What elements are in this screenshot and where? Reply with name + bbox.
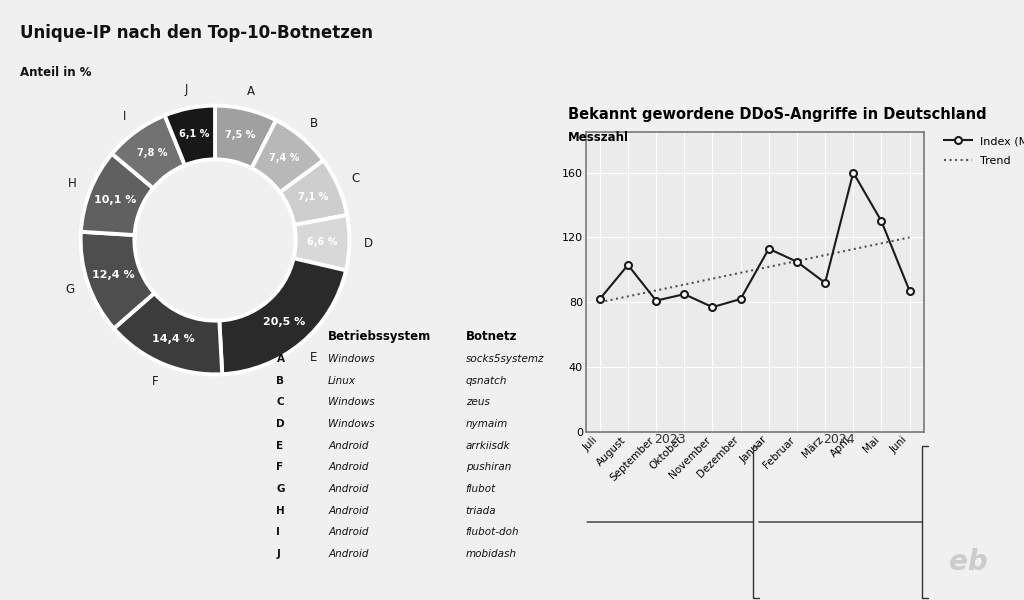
Text: pushiran: pushiran <box>466 462 511 472</box>
Line: Index (Messzahl): Index (Messzahl) <box>596 169 913 311</box>
Index (Messzahl) <box>903 287 915 295</box>
Text: nymaim: nymaim <box>466 419 508 429</box>
Text: 20,5 %: 20,5 % <box>263 317 305 328</box>
Text: C: C <box>276 397 284 407</box>
Index (Messzahl) <box>650 297 663 304</box>
Wedge shape <box>114 293 222 374</box>
Text: Bekannt gewordene DDoS-Angriffe in Deutschland: Bekannt gewordene DDoS-Angriffe in Deuts… <box>568 107 987 122</box>
Text: E: E <box>276 440 284 451</box>
Text: Unique-IP nach den Top-10-Botnetzen: Unique-IP nach den Top-10-Botnetzen <box>20 24 374 42</box>
Text: B: B <box>310 117 318 130</box>
Text: D: D <box>364 236 373 250</box>
Text: H: H <box>276 506 286 515</box>
Line: Trend: Trend <box>600 238 909 302</box>
Text: Android: Android <box>328 440 369 451</box>
Text: B: B <box>276 376 285 386</box>
Text: I: I <box>123 110 127 122</box>
Text: Android: Android <box>328 527 369 538</box>
Index (Messzahl) <box>678 290 690 298</box>
Text: socks5systemz: socks5systemz <box>466 354 544 364</box>
Text: G: G <box>276 484 285 494</box>
Text: 2024: 2024 <box>823 433 855 446</box>
Text: mobidash: mobidash <box>466 549 517 559</box>
Text: Messzahl: Messzahl <box>568 131 630 144</box>
Text: E: E <box>310 351 317 364</box>
Text: D: D <box>276 419 285 429</box>
Wedge shape <box>215 106 276 168</box>
Text: Anteil in %: Anteil in % <box>20 66 92 79</box>
Text: Windows: Windows <box>328 419 375 429</box>
Text: Botnetz: Botnetz <box>466 330 517 343</box>
Text: flubot-doh: flubot-doh <box>466 527 519 538</box>
Wedge shape <box>280 160 347 225</box>
Trend <box>707 275 719 282</box>
Text: eb: eb <box>949 548 988 576</box>
Trend <box>734 269 746 277</box>
Index (Messzahl) <box>734 295 746 302</box>
Text: F: F <box>276 462 284 472</box>
Index (Messzahl) <box>763 245 775 253</box>
Index (Messzahl) <box>791 258 803 265</box>
Text: A: A <box>247 85 255 98</box>
Wedge shape <box>81 154 154 235</box>
Text: H: H <box>69 177 77 190</box>
Wedge shape <box>219 258 346 374</box>
Wedge shape <box>252 120 324 192</box>
Text: Android: Android <box>328 484 369 494</box>
Text: 7,1 %: 7,1 % <box>298 192 329 202</box>
Wedge shape <box>165 106 215 165</box>
Text: C: C <box>351 172 359 185</box>
Trend <box>678 281 690 288</box>
Text: arrkiisdk: arrkiisdk <box>466 440 510 451</box>
Text: 7,8 %: 7,8 % <box>136 148 167 158</box>
Index (Messzahl) <box>622 262 634 269</box>
Text: J: J <box>184 83 187 96</box>
Text: 6,6 %: 6,6 % <box>307 237 338 247</box>
Text: flubot: flubot <box>466 484 496 494</box>
Text: Windows: Windows <box>328 354 375 364</box>
Trend <box>847 245 859 253</box>
Index (Messzahl) <box>876 218 888 225</box>
Trend <box>622 293 634 300</box>
Text: G: G <box>66 283 75 296</box>
Text: 10,1 %: 10,1 % <box>94 195 136 205</box>
Text: 6,1 %: 6,1 % <box>179 130 210 139</box>
Text: Android: Android <box>328 549 369 559</box>
Text: Windows: Windows <box>328 397 375 407</box>
Text: 12,4 %: 12,4 % <box>92 270 134 280</box>
Text: 14,4 %: 14,4 % <box>152 334 195 344</box>
Text: qsnatch: qsnatch <box>466 376 507 386</box>
Trend <box>876 240 888 247</box>
Text: Linux: Linux <box>328 376 356 386</box>
Text: triada: triada <box>466 506 497 515</box>
Text: Betriebssystem: Betriebssystem <box>328 330 431 343</box>
Trend <box>763 263 775 271</box>
Text: Android: Android <box>328 506 369 515</box>
Wedge shape <box>112 115 185 188</box>
Index (Messzahl) <box>847 169 859 176</box>
Trend <box>819 251 831 259</box>
Text: A: A <box>276 354 285 364</box>
Trend <box>791 257 803 265</box>
Wedge shape <box>81 232 155 328</box>
Text: F: F <box>153 374 159 388</box>
Trend <box>650 287 663 294</box>
Index (Messzahl) <box>819 279 831 286</box>
Index (Messzahl) <box>707 304 719 311</box>
Text: J: J <box>276 549 281 559</box>
Wedge shape <box>294 215 349 271</box>
Trend <box>594 299 606 306</box>
Text: 7,5 %: 7,5 % <box>225 130 255 140</box>
Text: 7,4 %: 7,4 % <box>269 153 300 163</box>
Index (Messzahl) <box>594 295 606 302</box>
Trend <box>903 234 915 241</box>
Legend: Index (Messzahl), Trend: Index (Messzahl), Trend <box>939 131 1024 171</box>
Text: I: I <box>276 527 281 538</box>
Text: Android: Android <box>328 462 369 472</box>
Text: zeus: zeus <box>466 397 489 407</box>
Text: 2023: 2023 <box>654 433 686 446</box>
